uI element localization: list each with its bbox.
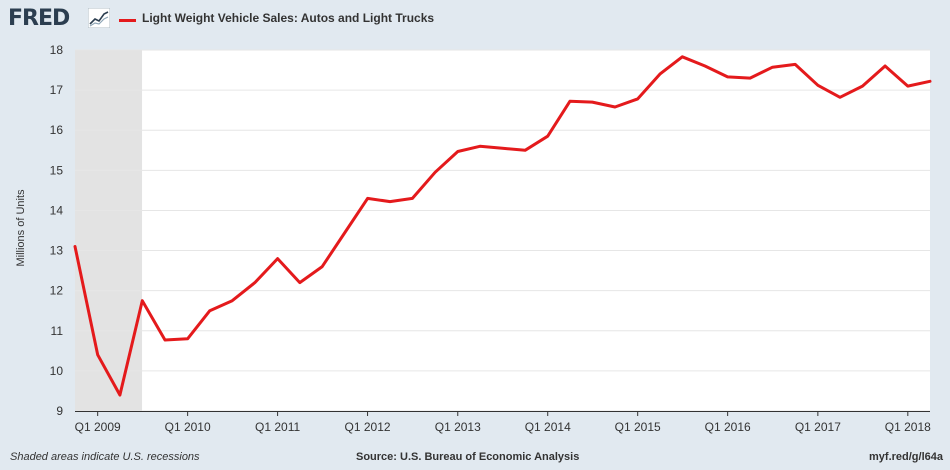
x-tick-label: Q1 2013 xyxy=(435,420,481,434)
y-tick-label: 16 xyxy=(50,123,64,137)
x-tick-label: Q1 2015 xyxy=(615,420,661,434)
y-tick-label: 9 xyxy=(56,404,63,418)
x-tick-label: Q1 2009 xyxy=(75,420,121,434)
y-tick-label: 12 xyxy=(50,284,64,298)
x-tick-label: Q1 2017 xyxy=(795,420,841,434)
chart-header: FRED Light Weight Vehicle Sales: Autos a… xyxy=(0,0,950,40)
y-tick-label: 17 xyxy=(50,83,64,97)
fred-logo-graph-icon xyxy=(88,8,110,28)
x-tick-label: Q1 2018 xyxy=(885,420,931,434)
series-line xyxy=(73,55,932,397)
legend-swatch xyxy=(119,19,136,22)
y-tick-label: 15 xyxy=(50,163,64,177)
x-tick-label: Q1 2014 xyxy=(525,420,571,434)
plot-area xyxy=(75,50,930,411)
y-tick-label: 18 xyxy=(50,43,64,57)
y-tick-label: 14 xyxy=(50,203,64,217)
short-url-link[interactable]: myf.red/g/l64a xyxy=(869,451,943,463)
y-tick-label: 11 xyxy=(51,324,64,338)
legend-label: Light Weight Vehicle Sales: Autos and Li… xyxy=(142,11,435,25)
y-tick-label: 10 xyxy=(50,364,64,378)
recession-note: Shaded areas indicate U.S. recessions xyxy=(10,451,200,463)
source-credit: Source: U.S. Bureau of Economic Analysis xyxy=(356,451,580,463)
x-tick-label: Q1 2012 xyxy=(345,420,391,434)
recession-band xyxy=(75,50,143,411)
x-tick-label: Q1 2011 xyxy=(255,420,300,434)
x-tick-label: Q1 2016 xyxy=(705,420,751,434)
y-tick-label: 13 xyxy=(50,244,64,258)
x-tick-label: Q1 2010 xyxy=(165,420,211,434)
fred-logo[interactable]: FRED xyxy=(8,6,70,31)
